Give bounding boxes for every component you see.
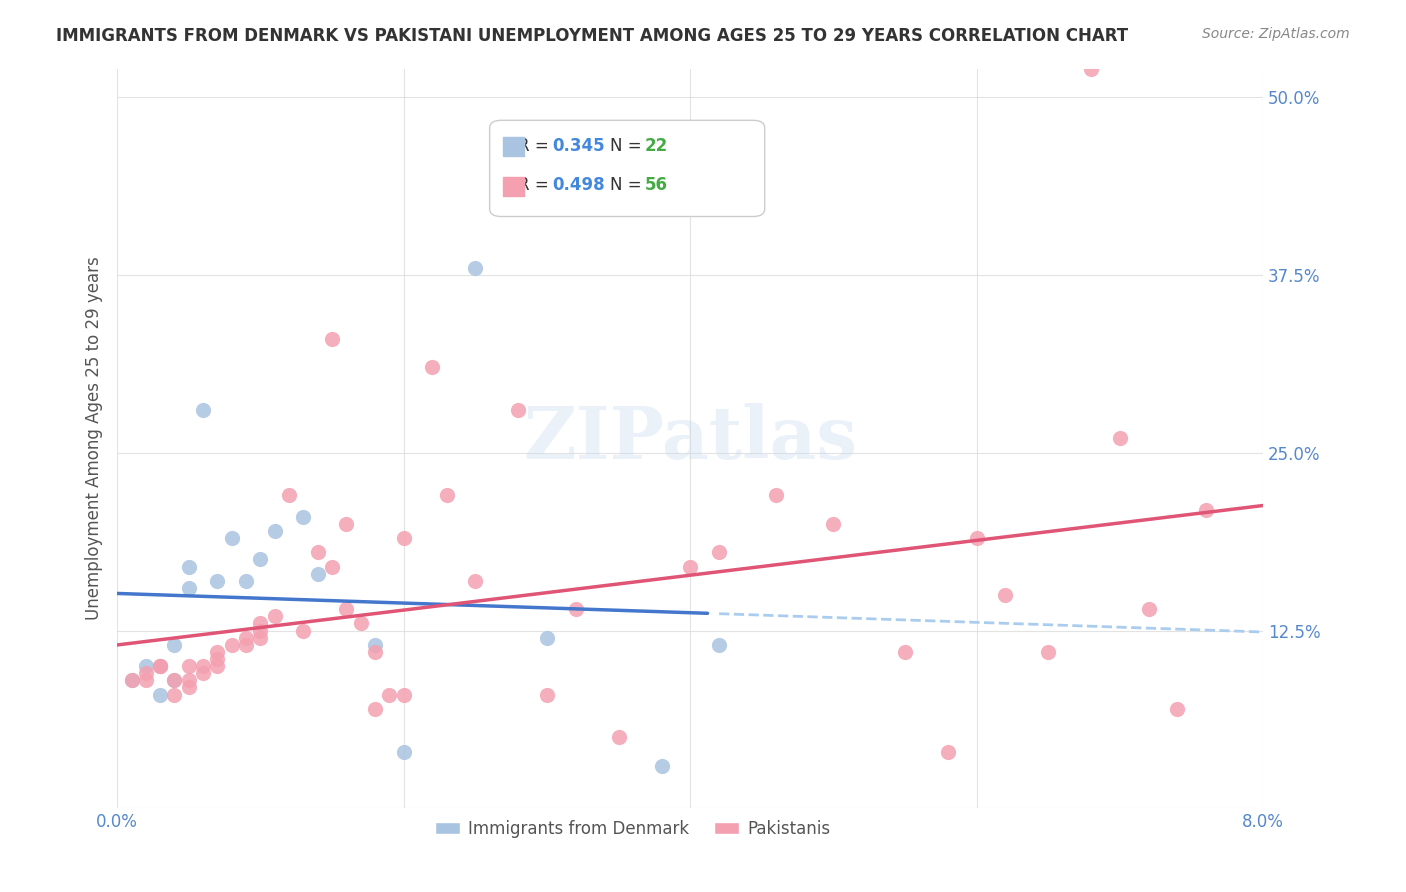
- Text: R =: R =: [519, 137, 554, 155]
- Point: [235, 631, 257, 645]
- Point: [163, 673, 186, 688]
- Y-axis label: Unemployment Among Ages 25 to 29 years: Unemployment Among Ages 25 to 29 years: [86, 257, 103, 620]
- Point: [364, 702, 387, 716]
- Point: [392, 745, 415, 759]
- Point: [1109, 432, 1132, 446]
- Point: [378, 688, 401, 702]
- Point: [335, 602, 357, 616]
- Point: [163, 673, 186, 688]
- Text: 0.345: 0.345: [553, 137, 606, 155]
- Point: [135, 673, 157, 688]
- Point: [149, 659, 172, 673]
- Point: [249, 616, 271, 631]
- Point: [263, 524, 285, 538]
- Point: [392, 531, 415, 545]
- Point: [149, 659, 172, 673]
- Point: [207, 652, 229, 666]
- Text: 0.498: 0.498: [553, 177, 606, 194]
- Point: [422, 360, 444, 375]
- Point: [1038, 645, 1060, 659]
- Point: [235, 574, 257, 588]
- Point: [364, 638, 387, 652]
- Point: [249, 552, 271, 566]
- Point: [392, 688, 415, 702]
- Point: [177, 659, 200, 673]
- Point: [191, 659, 214, 673]
- Text: IMMIGRANTS FROM DENMARK VS PAKISTANI UNEMPLOYMENT AMONG AGES 25 TO 29 YEARS CORR: IMMIGRANTS FROM DENMARK VS PAKISTANI UNE…: [56, 27, 1129, 45]
- Point: [936, 745, 959, 759]
- Point: [221, 531, 243, 545]
- Point: [536, 631, 558, 645]
- Point: [1137, 602, 1160, 616]
- Point: [894, 645, 917, 659]
- Point: [436, 488, 458, 502]
- Point: [321, 332, 343, 346]
- Point: [263, 609, 285, 624]
- Point: [707, 545, 730, 559]
- Legend: Immigrants from Denmark, Pakistanis: Immigrants from Denmark, Pakistanis: [429, 814, 838, 845]
- Point: [1195, 502, 1218, 516]
- Point: [177, 673, 200, 688]
- Point: [135, 666, 157, 681]
- Point: [191, 403, 214, 417]
- Point: [823, 516, 845, 531]
- Point: [121, 673, 143, 688]
- Point: [177, 681, 200, 695]
- Point: [121, 673, 143, 688]
- Point: [135, 659, 157, 673]
- Point: [307, 545, 329, 559]
- Point: [464, 260, 486, 275]
- Point: [564, 602, 586, 616]
- Text: Source: ZipAtlas.com: Source: ZipAtlas.com: [1202, 27, 1350, 41]
- Point: [1080, 62, 1102, 76]
- Point: [163, 688, 186, 702]
- FancyBboxPatch shape: [489, 120, 765, 217]
- Point: [364, 645, 387, 659]
- Point: [249, 631, 271, 645]
- Text: N =: N =: [610, 177, 647, 194]
- Point: [350, 616, 373, 631]
- Point: [221, 638, 243, 652]
- Text: ZIPatlas: ZIPatlas: [523, 403, 858, 474]
- Point: [177, 559, 200, 574]
- Point: [249, 624, 271, 638]
- Point: [335, 516, 357, 531]
- Point: [149, 688, 172, 702]
- Point: [177, 581, 200, 595]
- Point: [536, 688, 558, 702]
- Point: [163, 638, 186, 652]
- Point: [679, 559, 702, 574]
- Text: 22: 22: [644, 137, 668, 155]
- Text: R =: R =: [519, 177, 554, 194]
- Point: [207, 659, 229, 673]
- Point: [207, 645, 229, 659]
- Point: [994, 588, 1017, 602]
- Point: [292, 624, 315, 638]
- Point: [1166, 702, 1188, 716]
- Point: [607, 731, 630, 745]
- Point: [464, 574, 486, 588]
- Bar: [503, 136, 524, 156]
- Point: [235, 638, 257, 652]
- Point: [292, 509, 315, 524]
- Point: [149, 659, 172, 673]
- Point: [278, 488, 301, 502]
- Point: [307, 566, 329, 581]
- Point: [651, 758, 673, 772]
- Point: [765, 488, 787, 502]
- Point: [508, 403, 530, 417]
- Point: [707, 638, 730, 652]
- Point: [207, 574, 229, 588]
- Point: [321, 559, 343, 574]
- Text: N =: N =: [610, 137, 647, 155]
- Text: 56: 56: [644, 177, 668, 194]
- Point: [191, 666, 214, 681]
- Point: [966, 531, 988, 545]
- Bar: [503, 177, 524, 195]
